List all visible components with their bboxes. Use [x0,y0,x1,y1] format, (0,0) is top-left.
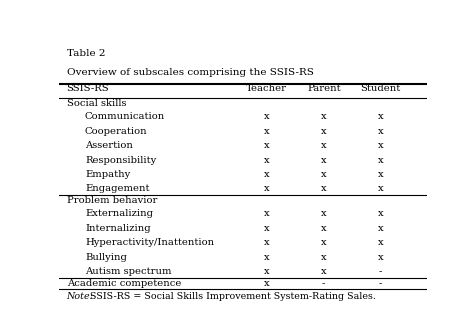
Text: x: x [378,141,383,150]
Text: Social skills: Social skills [66,99,126,108]
Text: -: - [379,279,383,288]
Text: x: x [321,127,327,136]
Text: Empathy: Empathy [85,170,130,179]
Text: Cooperation: Cooperation [85,127,147,136]
Text: Hyperactivity/Inattention: Hyperactivity/Inattention [85,238,214,247]
Text: x: x [264,156,270,165]
Text: x: x [378,224,383,233]
Text: Table 2: Table 2 [66,49,105,58]
Text: x: x [321,184,327,193]
Text: Communication: Communication [85,113,165,121]
Text: Externalizing: Externalizing [85,209,153,218]
Text: -: - [379,267,383,276]
Text: Problem behavior: Problem behavior [66,196,157,205]
Text: x: x [378,127,383,136]
Text: -: - [322,279,326,288]
Text: x: x [264,224,270,233]
Text: Teacher: Teacher [246,84,287,93]
Text: Responsibility: Responsibility [85,156,156,165]
Text: x: x [321,113,327,121]
Text: x: x [321,267,327,276]
Text: Assertion: Assertion [85,141,133,150]
Text: x: x [378,253,383,261]
Text: Student: Student [361,84,401,93]
Text: x: x [264,209,270,218]
Text: Internalizing: Internalizing [85,224,151,233]
Text: Engagement: Engagement [85,184,149,193]
Text: x: x [378,156,383,165]
Text: x: x [321,170,327,179]
Text: x: x [378,184,383,193]
Text: x: x [264,141,270,150]
Text: Academic competence: Academic competence [66,279,181,288]
Text: x: x [264,113,270,121]
Text: x: x [264,253,270,261]
Text: x: x [321,156,327,165]
Text: x: x [378,238,383,247]
Text: x: x [378,113,383,121]
Text: Note:: Note: [66,292,93,301]
Text: x: x [378,170,383,179]
Text: x: x [321,253,327,261]
Text: Overview of subscales comprising the SSIS-RS: Overview of subscales comprising the SSI… [66,68,313,77]
Text: x: x [321,238,327,247]
Text: SSIS-RS = Social Skills Improvement System-Rating Sales.: SSIS-RS = Social Skills Improvement Syst… [87,292,376,301]
Text: x: x [264,238,270,247]
Text: x: x [321,141,327,150]
Text: x: x [321,209,327,218]
Text: SSIS-RS: SSIS-RS [66,84,109,93]
Text: x: x [264,127,270,136]
Text: Parent: Parent [307,84,340,93]
Text: x: x [264,279,270,288]
Text: x: x [378,209,383,218]
Text: x: x [264,184,270,193]
Text: x: x [264,170,270,179]
Text: x: x [321,224,327,233]
Text: Autism spectrum: Autism spectrum [85,267,172,276]
Text: Bullying: Bullying [85,253,127,261]
Text: x: x [264,267,270,276]
